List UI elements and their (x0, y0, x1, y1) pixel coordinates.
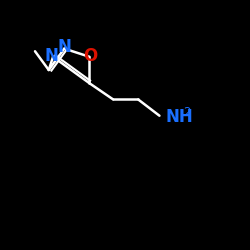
Text: O: O (83, 47, 98, 65)
Text: N: N (44, 47, 59, 65)
Text: N: N (57, 38, 71, 56)
Text: 2: 2 (183, 106, 190, 119)
Text: NH: NH (166, 108, 194, 126)
